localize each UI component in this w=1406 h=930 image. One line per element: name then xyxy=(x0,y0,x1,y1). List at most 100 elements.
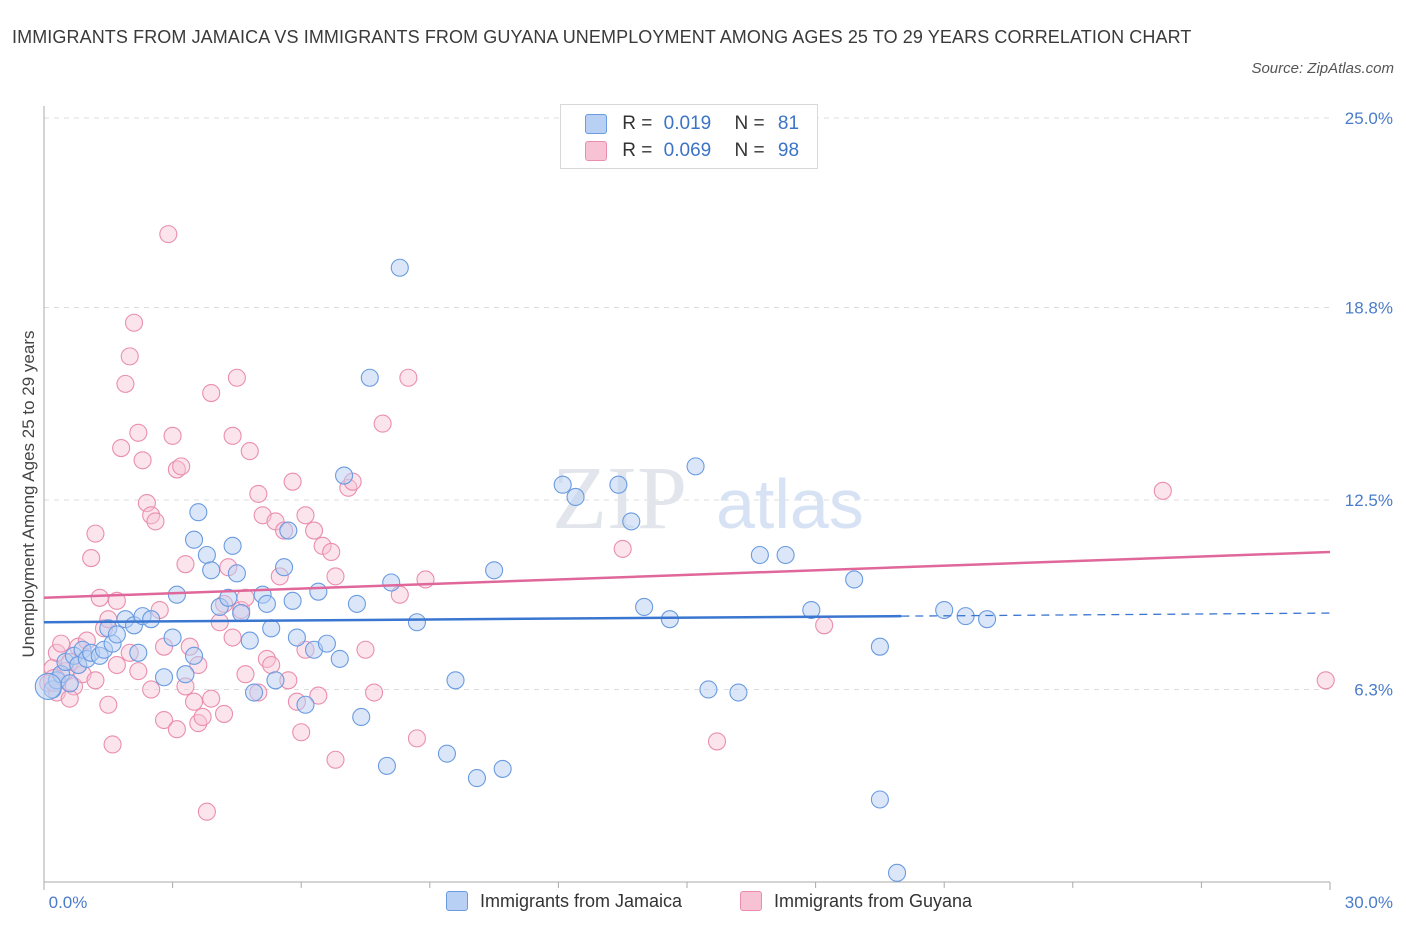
y-tick-label: 12.5% xyxy=(1345,491,1393,510)
guyana-point xyxy=(227,368,246,387)
jamaica-point xyxy=(802,600,821,620)
y-axis-label: Unemployment Among Ages 25 to 29 years xyxy=(19,331,38,658)
jamaica-point xyxy=(609,475,628,494)
guyana-point xyxy=(184,692,204,711)
jamaica-point xyxy=(266,671,285,690)
guyana-point xyxy=(103,735,122,754)
jamaica-point xyxy=(227,564,246,583)
legend-row-guyana: R = 0.069 N = 98 xyxy=(585,140,799,166)
jamaica-point xyxy=(176,665,195,684)
jamaica-point xyxy=(60,674,79,693)
jamaica-point xyxy=(437,744,456,763)
guyana-point xyxy=(326,750,345,769)
jamaica-point xyxy=(184,646,204,665)
guyana-trend-line xyxy=(43,550,1331,600)
legend-r-label: R = xyxy=(622,140,653,161)
guyana-point xyxy=(60,689,79,708)
jamaica-point xyxy=(467,769,487,788)
jamaica-point xyxy=(845,570,864,589)
guyana-point xyxy=(326,567,345,586)
guyana-point xyxy=(292,723,311,742)
jamaica-point xyxy=(776,545,795,565)
y-tick-label: 6.3% xyxy=(1354,680,1393,699)
jamaica-point xyxy=(189,503,208,522)
guyana-point xyxy=(309,686,328,705)
bottom-legend-swatch-jamaica xyxy=(446,891,468,912)
guyana-points xyxy=(39,225,1335,821)
legend-n-value-jamaica: 81 xyxy=(777,113,800,134)
axes xyxy=(43,106,1331,890)
jamaica-point xyxy=(223,536,242,555)
guyana-point xyxy=(133,451,152,470)
jamaica-trend-line xyxy=(43,614,902,624)
jamaica-point xyxy=(257,594,276,613)
guyana-point xyxy=(52,634,71,653)
jamaica-point xyxy=(107,625,126,644)
watermark-atlas: atlas xyxy=(716,465,864,543)
guyana-point xyxy=(240,442,259,461)
y-tick-label: 18.8% xyxy=(1345,298,1393,317)
guyana-point xyxy=(159,225,178,244)
guyana-point xyxy=(249,484,268,503)
jamaica-point xyxy=(699,680,718,699)
jamaica-point xyxy=(309,582,328,601)
guyana-point xyxy=(172,457,191,476)
guyana-point xyxy=(202,383,221,403)
jamaica-point xyxy=(360,368,379,387)
guyana-point xyxy=(163,426,182,445)
jamaica-point xyxy=(870,637,889,656)
jamaica-point xyxy=(330,649,349,668)
jamaica-point xyxy=(283,591,302,610)
guyana-point xyxy=(90,588,109,607)
jamaica-point xyxy=(553,475,572,494)
guyana-point xyxy=(107,655,126,675)
tick-labels: 25.0% 18.8% 12.5% 6.3% 0.0% 30.0% xyxy=(49,109,1393,912)
guyana-point xyxy=(124,313,144,332)
guyana-point xyxy=(223,628,242,647)
guyana-point xyxy=(146,512,165,531)
guyana-point xyxy=(99,695,118,714)
guyana-point xyxy=(154,710,174,730)
bottom-legend-label-guyana: Immigrants from Guyana xyxy=(774,890,973,911)
legend-swatch-guyana xyxy=(585,141,607,161)
jamaica-point xyxy=(279,521,298,540)
guyana-point xyxy=(305,521,324,540)
legend-r-label: R = xyxy=(622,113,653,134)
jamaica-point xyxy=(485,561,504,580)
guyana-point xyxy=(116,374,135,393)
guyana-point xyxy=(112,438,131,458)
guyana-point xyxy=(236,665,255,684)
chart-title: IMMIGRANTS FROM JAMAICA VS IMMIGRANTS FR… xyxy=(12,27,1192,47)
jamaica-point xyxy=(407,613,426,632)
guyana-point xyxy=(399,368,418,387)
guyana-point xyxy=(356,640,375,659)
jamaica-points xyxy=(34,258,997,882)
guyana-point xyxy=(142,680,161,699)
jamaica-point xyxy=(622,512,641,531)
guyana-point xyxy=(120,347,139,366)
jamaica-point xyxy=(377,756,396,775)
jamaica-point xyxy=(240,631,259,650)
jamaica-point xyxy=(390,258,409,277)
legend-n-label: N = xyxy=(734,140,765,161)
guyana-point xyxy=(107,591,126,610)
guyana-point xyxy=(365,683,384,702)
jamaica-point xyxy=(635,597,654,617)
x-tick-label: 30.0% xyxy=(1345,893,1393,912)
jamaica-point xyxy=(262,619,281,638)
guyana-point xyxy=(815,616,834,635)
jamaica-point xyxy=(129,643,148,662)
jamaica-point xyxy=(729,683,748,702)
guyana-point xyxy=(193,707,212,727)
guyana-point xyxy=(176,555,195,574)
guyana-point xyxy=(707,732,727,751)
jamaica-point xyxy=(163,628,182,647)
guyana-point xyxy=(373,414,392,433)
guyana-point xyxy=(262,655,281,675)
jamaica-point xyxy=(382,573,401,592)
jamaica-point xyxy=(660,610,679,629)
legend-n-value-guyana: 98 xyxy=(777,140,800,161)
guyana-point xyxy=(197,802,216,821)
legend-r-value-jamaica: 0.019 xyxy=(663,113,712,134)
